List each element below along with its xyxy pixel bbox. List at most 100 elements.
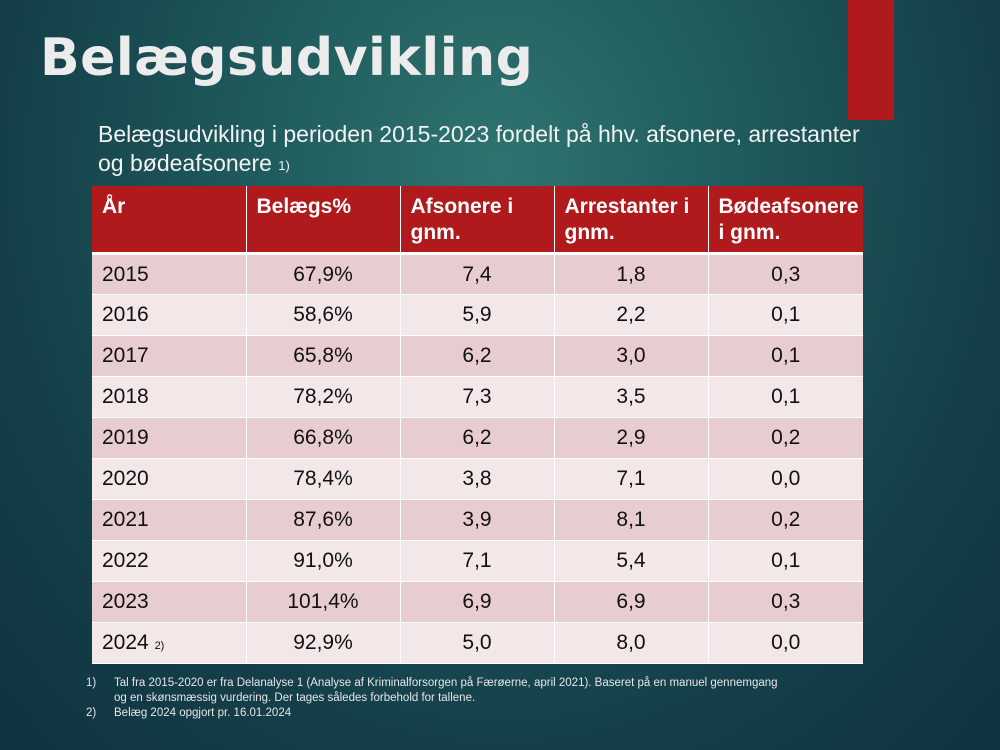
fine-inmates-cell: 0,1 [708,335,863,377]
fine-inmates-cell: 0,2 [708,417,863,459]
detainees-cell: 2,2 [554,294,709,336]
fine-inmates-cell-value: 0,3 [771,262,801,286]
detainees-cell: 5,4 [554,540,709,582]
inmates-cell-value: 7,1 [462,549,492,572]
year-cell-value: 2018 [102,385,149,408]
occupancy-cell-value: 87,6% [293,508,353,531]
year-cell: 2024 2) [92,622,247,664]
inmates-cell: 5,9 [400,294,555,336]
year-cell-value: 2017 [102,344,149,367]
fine-inmates-cell-value: 0,0 [771,631,801,654]
detainees-cell-value: 5,4 [616,549,646,572]
detainees-cell-value: 7,1 [616,467,646,490]
year-cell-value: 2016 [102,303,149,326]
footnote: 1) Tal fra 2015-2020 er fra Delanalyse 1… [86,676,786,706]
inmates-cell-value: 6,2 [462,344,492,367]
year-cell: 2016 [92,294,247,336]
inmates-cell: 3,9 [400,499,555,541]
detainees-cell: 1,8 [554,253,709,295]
detainees-cell-value: 8,0 [616,631,646,654]
slide-title: Belægsudvikling [40,28,534,88]
table-row: 2023 101,4% 6,9 6,9 0,3 [92,581,863,623]
header-detainees: Arrestanter i gnm. [554,186,709,255]
fine-inmates-cell: 0,2 [708,499,863,541]
footnote-text: Tal fra 2015-2020 er fra Delanalyse 1 (A… [114,677,778,704]
footnote: 2) Belæg 2024 opgjort pr. 16.01.2024 [86,706,786,721]
accent-bar [848,0,894,120]
occupancy-cell-value: 92,9% [293,631,353,654]
subtitle-note: 1) [278,158,290,173]
detainees-cell: 8,1 [554,499,709,541]
detainees-cell: 3,0 [554,335,709,377]
inmates-cell: 7,3 [400,376,555,418]
detainees-cell-value: 2,2 [616,303,646,326]
year-cell-value: 2022 [102,549,149,572]
year-cell-value: 2024 [102,631,149,654]
table-row: 2024 2) 92,9% 5,0 8,0 0,0 [92,622,863,664]
detainees-cell-value: 2,9 [616,426,646,449]
occupancy-cell: 87,6% [246,499,401,541]
table-row: 2021 87,6% 3,9 8,1 0,2 [92,499,863,541]
fine-inmates-cell: 0,0 [708,458,863,500]
year-cell: 2021 [92,499,247,541]
detainees-cell-value: 1,8 [616,262,646,286]
detainees-cell: 7,1 [554,458,709,500]
inmates-cell: 7,4 [400,253,555,295]
detainees-cell: 3,5 [554,376,709,418]
year-cell: 2023 [92,581,247,623]
fine-inmates-cell-value: 0,2 [771,508,801,531]
inmates-cell: 6,9 [400,581,555,623]
fine-inmates-cell: 0,0 [708,622,863,664]
occupancy-cell: 58,6% [246,294,401,336]
table-row: 2020 78,4% 3,8 7,1 0,0 [92,458,863,500]
fine-inmates-cell: 0,1 [708,540,863,582]
year-cell: 2018 [92,376,247,418]
occupancy-cell-value: 66,8% [293,426,353,449]
table-row: 2016 58,6% 5,9 2,2 0,1 [92,294,863,336]
fine-inmates-cell-value: 0,1 [771,344,801,367]
occupancy-cell-value: 67,9% [293,262,353,286]
inmates-cell: 5,0 [400,622,555,664]
fine-inmates-cell: 0,3 [708,253,863,295]
occupancy-table: År Belægs% Afsonere i gnm. Arrestanter i… [92,186,863,664]
year-cell-value: 2021 [102,508,149,531]
detainees-cell: 8,0 [554,622,709,664]
subtitle-text: Belægsudvikling i perioden 2015-2023 for… [98,121,860,176]
year-cell-value: 2020 [102,467,149,490]
detainees-cell: 2,9 [554,417,709,459]
fine-inmates-cell: 0,1 [708,294,863,336]
inmates-cell-value: 3,9 [462,508,492,531]
fine-inmates-cell: 0,1 [708,376,863,418]
occupancy-cell: 65,8% [246,335,401,377]
year-cell-value: 2023 [102,590,149,613]
inmates-cell-value: 7,4 [462,262,492,286]
occupancy-cell-value: 78,4% [293,467,353,490]
table-row: 2019 66,8% 6,2 2,9 0,2 [92,417,863,459]
year-cell-value: 2015 [102,262,149,286]
footnote-number: 1) [86,677,97,689]
occupancy-cell: 92,9% [246,622,401,664]
detainees-cell: 6,9 [554,581,709,623]
inmates-cell-value: 6,2 [462,426,492,449]
header-occupancy: Belægs% [246,186,401,255]
row-note: 2) [154,640,165,652]
detainees-cell-value: 3,5 [616,385,646,408]
fine-inmates-cell: 0,3 [708,581,863,623]
table-header-row: År Belægs% Afsonere i gnm. Arrestanter i… [92,186,863,255]
fine-inmates-cell-value: 0,3 [771,590,801,613]
year-cell-value: 2019 [102,426,149,449]
table-row: 2015 67,9% 7,4 1,8 0,3 [92,253,863,295]
inmates-cell-value: 5,9 [462,303,492,326]
detainees-cell-value: 8,1 [616,508,646,531]
occupancy-cell: 91,0% [246,540,401,582]
occupancy-cell: 67,9% [246,253,401,295]
inmates-cell: 3,8 [400,458,555,500]
year-cell: 2019 [92,417,247,459]
occupancy-cell-value: 91,0% [293,549,353,572]
table-row: 2018 78,2% 7,3 3,5 0,1 [92,376,863,418]
table-row: 2017 65,8% 6,2 3,0 0,1 [92,335,863,377]
occupancy-cell-value: 58,6% [293,303,353,326]
header-inmates: Afsonere i gnm. [400,186,555,255]
footnotes: 1) Tal fra 2015-2020 er fra Delanalyse 1… [86,676,786,721]
header-fine-inmates: Bødeafsonere i gnm. [708,186,863,255]
